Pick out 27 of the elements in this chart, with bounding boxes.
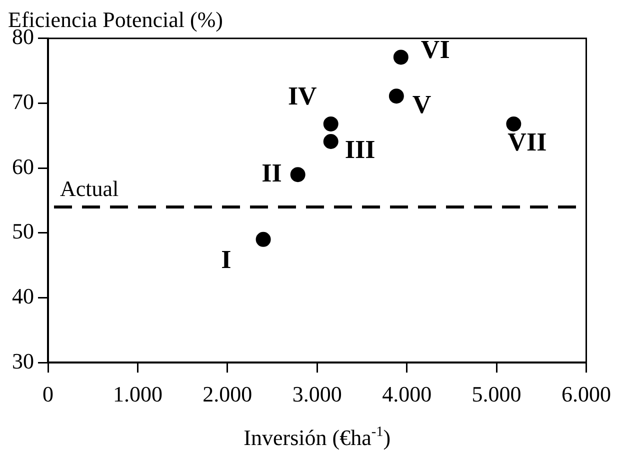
point <box>506 116 522 132</box>
x-tick-label: 2.000 <box>202 382 252 407</box>
annotation: III <box>344 135 376 164</box>
point <box>393 50 408 65</box>
annotation: IV <box>288 82 318 111</box>
x-tick-label: 1.000 <box>112 382 162 407</box>
annotation: VI <box>420 34 450 64</box>
y-tick-label: 70 <box>12 89 34 114</box>
x-tick-label: 0 <box>42 382 54 407</box>
y-tick-label: 50 <box>12 218 34 244</box>
x-tick-label: 4.000 <box>382 382 432 407</box>
annotation: V <box>412 90 432 119</box>
x-tick-label: 5.000 <box>472 382 522 407</box>
y-tick-label: 40 <box>12 284 34 309</box>
point <box>290 167 306 182</box>
x-tick-label: 6.000 <box>562 382 611 407</box>
x-tick-label: 3.000 <box>292 382 342 407</box>
point <box>388 88 404 104</box>
ref-line-label: Actual <box>60 176 119 201</box>
point <box>323 116 338 132</box>
annotation: II <box>262 158 282 188</box>
annotation: VII <box>508 128 547 157</box>
point <box>256 232 271 247</box>
annotation: I <box>221 245 232 274</box>
y-tick-label: 60 <box>12 154 34 179</box>
point <box>323 134 338 149</box>
y-tick-label: 30 <box>12 348 34 374</box>
